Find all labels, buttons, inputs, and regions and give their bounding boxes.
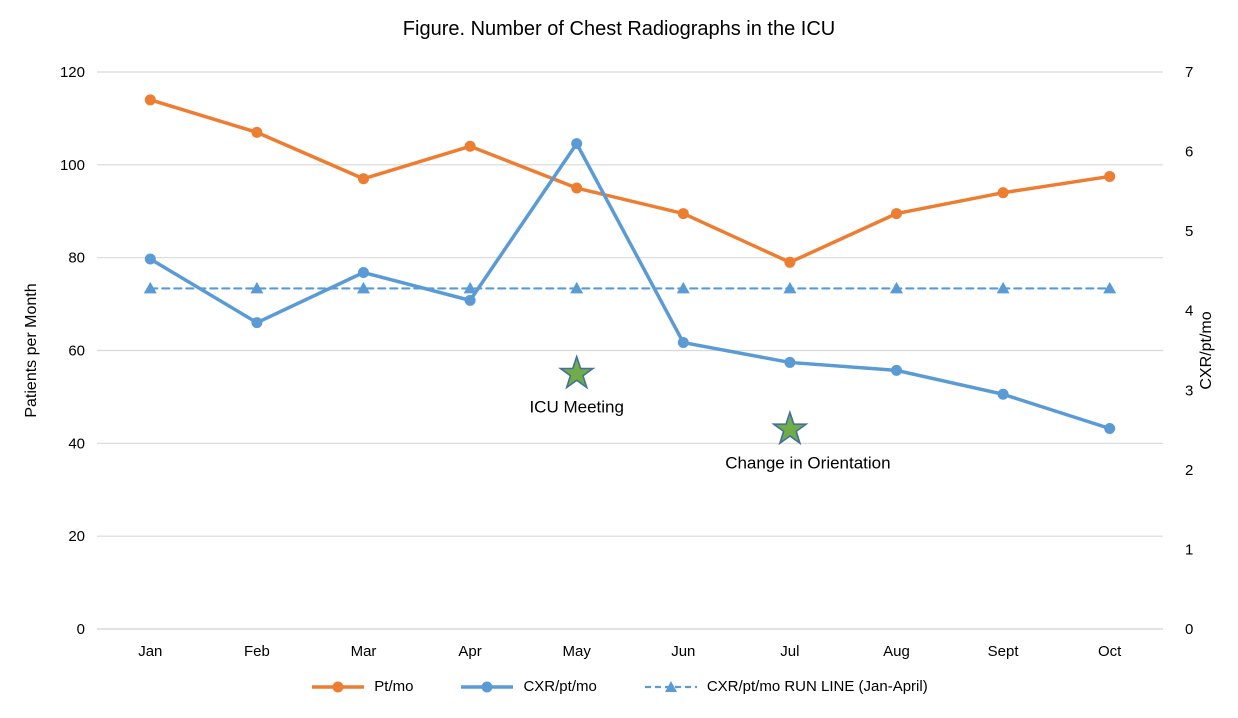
x-axis-tick-label: Sept xyxy=(988,643,1020,660)
left-axis-tick-label: 20 xyxy=(68,528,85,545)
right-axis-tick-label: 4 xyxy=(1185,303,1193,320)
legend-label: CXR/pt/mo RUN LINE (Jan-April) xyxy=(706,678,928,695)
data-point-marker xyxy=(358,173,369,185)
data-point-marker xyxy=(676,281,690,294)
data-point-marker xyxy=(677,337,689,349)
right-axis-tick-label: 5 xyxy=(1185,223,1193,240)
data-point-marker xyxy=(891,208,902,220)
data-point-marker xyxy=(571,138,583,150)
data-point-marker xyxy=(463,281,477,294)
annotation-star-icon xyxy=(558,354,596,390)
right-axis-tick-label: 2 xyxy=(1185,462,1193,479)
data-point-marker xyxy=(783,281,797,294)
legend-label: Pt/mo xyxy=(374,678,414,695)
left-axis-title: Patients per Month xyxy=(23,283,40,417)
left-axis-tick-label: 40 xyxy=(68,435,85,452)
x-axis-tick-label: May xyxy=(563,643,592,660)
left-axis-tick-label: 100 xyxy=(60,157,85,174)
data-point-marker xyxy=(997,388,1009,400)
data-point-marker xyxy=(784,256,796,268)
data-point-marker xyxy=(251,317,263,329)
annotation-star-icon xyxy=(771,409,809,446)
right-axis-tick-label: 3 xyxy=(1185,382,1193,399)
data-point-marker xyxy=(891,364,902,376)
annotation-label: Change in Orientation xyxy=(725,453,890,472)
data-point-marker xyxy=(144,94,156,106)
right-axis-tick-label: 1 xyxy=(1185,541,1193,558)
legend-item: CXR/pt/mo RUN LINE (Jan-April) xyxy=(643,678,928,695)
legend-item: Pt/mo xyxy=(310,678,413,695)
right-axis-tick-label: 7 xyxy=(1185,64,1193,81)
chart-title: Figure. Number of Chest Radiographs in t… xyxy=(402,18,836,40)
data-point-marker xyxy=(571,182,583,194)
data-point-marker xyxy=(784,356,796,368)
legend: Pt/mo CXR/pt/mo CXR/pt/mo RUN LINE (Jan-Ap… xyxy=(0,678,1238,695)
data-point-marker xyxy=(677,208,689,220)
data-point-marker xyxy=(997,187,1009,199)
left-axis-tick-label: 0 xyxy=(77,621,85,638)
data-point-marker xyxy=(358,267,369,279)
data-point-marker xyxy=(250,281,264,294)
x-axis-tick-label: Aug xyxy=(883,643,910,660)
x-axis-tick-label: Oct xyxy=(1098,643,1122,660)
data-point-marker xyxy=(144,253,156,265)
x-axis-tick-label: Feb xyxy=(244,643,270,660)
data-point-marker xyxy=(1104,422,1116,434)
legend-swatch-icon xyxy=(461,681,514,692)
right-axis-tick-label: 6 xyxy=(1185,144,1193,161)
data-point-marker xyxy=(890,281,903,294)
legend-label: CXR/pt/mo xyxy=(523,678,597,695)
x-axis-tick-label: Jan xyxy=(138,643,162,660)
series-line-pt-mo xyxy=(148,98,1112,265)
x-axis-tick-label: Jun xyxy=(671,643,695,660)
data-point-marker xyxy=(1104,170,1116,182)
data-point-marker xyxy=(357,281,370,294)
right-axis-tick-label: 0 xyxy=(1185,621,1193,638)
legend-item: CXR/pt/mo xyxy=(459,678,597,695)
annotation-label: ICU Meeting xyxy=(529,398,623,417)
left-axis-tick-label: 60 xyxy=(68,343,85,360)
x-axis-tick-label: Jul xyxy=(780,643,799,660)
left-axis-tick-label: 80 xyxy=(68,250,85,267)
left-axis-tick-label: 120 xyxy=(60,64,85,81)
legend-swatch-icon xyxy=(644,680,697,692)
data-point-marker xyxy=(1103,281,1117,294)
data-point-marker xyxy=(996,281,1010,294)
data-point-marker xyxy=(570,281,584,294)
right-axis-title: CXR/pt/mo xyxy=(1198,311,1215,389)
x-axis-tick-label: Apr xyxy=(458,643,481,660)
series-line-cxr-pt-mo xyxy=(148,141,1112,431)
data-point-marker xyxy=(251,126,263,138)
data-point-marker xyxy=(464,140,476,152)
legend-swatch-icon xyxy=(312,681,365,692)
data-point-marker xyxy=(464,294,476,306)
data-point-marker xyxy=(143,281,157,294)
x-axis-tick-label: Mar xyxy=(351,643,377,660)
